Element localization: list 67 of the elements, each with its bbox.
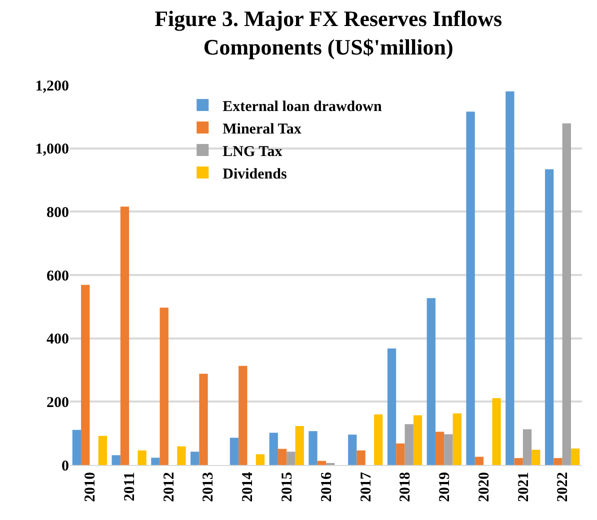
bar	[444, 434, 453, 465]
bar	[506, 91, 514, 465]
legend-label: LNG Tax	[222, 144, 283, 160]
bar	[256, 454, 265, 465]
x-tick-label: 2018	[398, 472, 414, 502]
y-tick-label: 0	[62, 458, 69, 474]
y-tick-label: 600	[46, 268, 69, 284]
bar	[138, 450, 146, 465]
bar	[554, 458, 562, 465]
bar	[544, 169, 554, 465]
bar	[308, 431, 318, 465]
bar	[72, 430, 82, 465]
x-tick-label: 2017	[358, 472, 374, 502]
y-tick-label: 200	[46, 394, 69, 411]
bar	[452, 413, 462, 465]
bar	[404, 424, 414, 465]
x-tick-label: 2013	[200, 472, 217, 502]
bar	[570, 448, 580, 465]
bar	[190, 452, 200, 465]
bar	[317, 460, 326, 465]
bar	[532, 450, 540, 465]
x-tick-label: 2010	[82, 472, 99, 502]
bar	[562, 123, 571, 465]
bar	[348, 434, 357, 465]
legend-label: Mineral Tax	[222, 121, 302, 138]
bar	[278, 448, 287, 465]
bar	[374, 414, 383, 465]
x-tick-label: 2022	[555, 472, 572, 502]
bar	[474, 456, 484, 465]
bar	[238, 366, 248, 465]
y-tick-label: 800	[46, 204, 69, 221]
bar	[120, 206, 130, 465]
bar	[98, 436, 108, 465]
bar	[413, 415, 422, 465]
x-tick-label: 2016	[318, 472, 335, 502]
bar	[514, 458, 523, 465]
bar	[112, 455, 120, 465]
bar	[230, 438, 239, 465]
bar	[81, 284, 90, 465]
x-tick-label: 2011	[122, 472, 138, 502]
x-tick-label: 2020	[476, 472, 492, 502]
bar	[177, 446, 186, 465]
bar	[522, 429, 532, 465]
x-tick-label: 2015	[279, 472, 296, 502]
x-tick-label: 2012	[161, 472, 178, 502]
y-tick-label: 400	[46, 332, 69, 348]
bar	[151, 458, 160, 465]
y-tick-label: 1,200	[35, 78, 69, 94]
bar	[466, 112, 475, 465]
legend-label: Dividends	[222, 166, 287, 182]
bar	[199, 374, 208, 465]
y-tick-label: 1,000	[35, 142, 69, 158]
x-tick-label: 2014	[240, 472, 256, 502]
chart-title: Figure 3. Major FX Reserves Inflows Components (US$'million)	[154, 6, 503, 60]
bar	[387, 348, 396, 465]
bar	[269, 432, 278, 465]
x-tick-label: 2021	[516, 472, 532, 502]
bar	[160, 308, 168, 465]
bar	[426, 298, 436, 465]
bar	[396, 443, 405, 465]
bar	[435, 432, 444, 465]
x-tick-label: 2019	[437, 472, 454, 502]
legend-label: External loan drawdown	[222, 98, 382, 115]
bar	[492, 398, 501, 465]
bar	[295, 426, 304, 465]
bar	[286, 452, 296, 465]
bar	[356, 450, 366, 465]
